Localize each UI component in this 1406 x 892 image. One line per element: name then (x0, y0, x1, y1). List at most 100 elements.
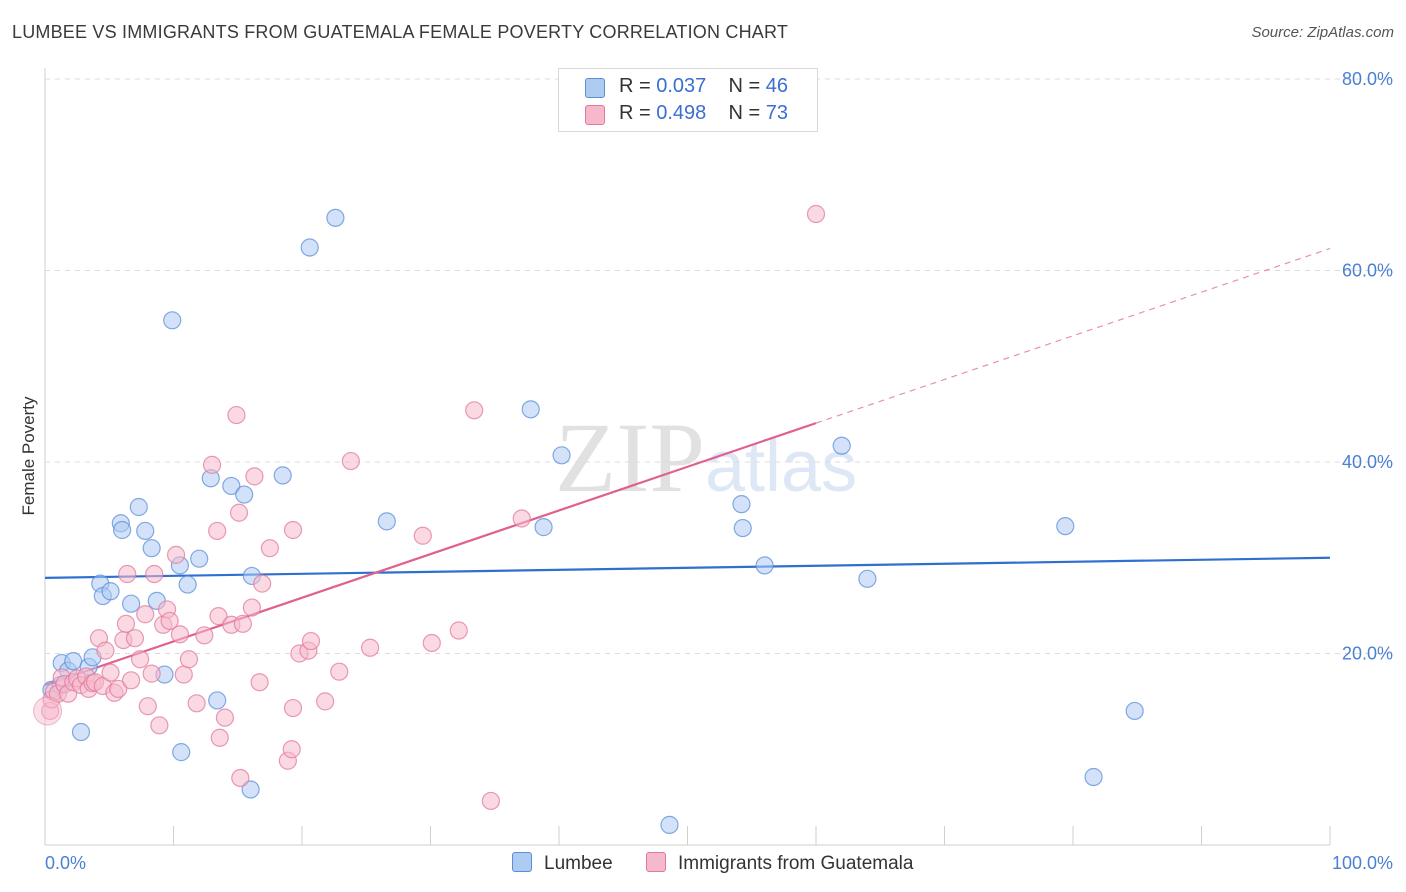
guatemala-point (481, 791, 500, 811)
bottom-legend-guatemala-label: Immigrants from Guatemala (678, 853, 914, 874)
guatemala-point (422, 633, 441, 653)
guatemala-point (413, 526, 432, 545)
legend-r-value: 0.037 (656, 75, 707, 97)
guatemala-point (174, 665, 193, 684)
guatemala-point (449, 621, 468, 640)
lumbee-point (222, 476, 241, 496)
guatemala-point (250, 673, 269, 692)
lumbee-point (172, 743, 191, 762)
lumbee-point (733, 518, 752, 538)
y-tick-label: 20.0% (1342, 644, 1393, 664)
lumbee-point (326, 208, 345, 227)
guatemala-point (118, 564, 137, 584)
guatemala-point (283, 520, 303, 540)
y-tick-label: 40.0% (1342, 452, 1393, 472)
guatemala-point (209, 607, 228, 626)
lumbee-point (1125, 701, 1144, 721)
lumbee-trend-line (44, 556, 1331, 579)
y-tick-label: 80.0% (1342, 69, 1393, 89)
guatemala-point (229, 503, 249, 522)
y-tick-label: 60.0% (1342, 261, 1393, 281)
guatemala-point (166, 545, 186, 564)
lumbee-point (300, 238, 319, 257)
watermark-zip: ZIP (555, 402, 705, 513)
lumbee-point (241, 780, 260, 799)
guatemala-point (130, 650, 150, 669)
lumbee-point (858, 569, 877, 588)
guatemala-point (136, 605, 155, 624)
legend-r-label: R = (619, 75, 657, 97)
guatemala-point (208, 521, 227, 541)
chart-title: LUMBEE VS IMMIGRANTS FROM GUATEMALA FEMA… (12, 22, 789, 42)
guatemala-point (260, 539, 279, 558)
guatemala-point (341, 451, 360, 471)
legend-r-label: R = (619, 102, 657, 124)
guatemala-point (179, 650, 199, 669)
lumbee-swatch (512, 852, 532, 872)
data-points (33, 204, 1144, 834)
lumbee-point (755, 556, 774, 575)
guatemala-point (215, 708, 234, 727)
lumbee-point (178, 575, 197, 594)
guatemala-point (253, 574, 272, 593)
guatemala-point (465, 401, 484, 420)
lumbee-point (377, 512, 396, 531)
lumbee-point (832, 436, 851, 455)
lumbee-point (552, 446, 571, 465)
guatemala-point (283, 698, 303, 718)
guatemala-point (33, 696, 63, 726)
lumbee-point (208, 691, 227, 710)
guatemala-point (233, 614, 252, 633)
y-axis-label: Female Poverty (19, 396, 38, 516)
legend-n-label: N = (728, 102, 766, 124)
x-tick-label: 100.0% (1332, 853, 1393, 873)
bottom-legend-guatemala: Immigrants from Guatemala (646, 852, 913, 875)
guatemala-point (301, 631, 321, 651)
guatemala-point (142, 664, 161, 683)
guatemala-point (101, 663, 120, 682)
guatemala-point (170, 625, 190, 644)
legend-n-value: 46 (765, 75, 789, 97)
lumbee-point (273, 466, 292, 485)
lumbee-point (129, 497, 148, 517)
x-tick-label: 0.0% (45, 853, 86, 873)
watermark-atlas: atlas (705, 427, 858, 507)
lumbee-point (101, 582, 120, 601)
bottom-legend-lumbee-label: Lumbee (544, 853, 613, 874)
guatemala-point (150, 716, 169, 735)
lumbee-point (71, 722, 91, 742)
guatemala-point (806, 204, 826, 224)
guatemala-point (316, 692, 335, 711)
lumbee-point (163, 311, 182, 330)
guatemala-point (282, 740, 301, 759)
lumbee-point (142, 539, 161, 558)
lumbee-point (190, 549, 209, 568)
correlation-legend: R = 0.037 N = 46 R = 0.498 N = 73 (558, 68, 818, 132)
lumbee-point (660, 815, 679, 834)
guatemala-point (245, 467, 264, 486)
tick-labels: 20.0% 40.0% 60.0% 80.0% 0.0% 100.0% (45, 69, 1393, 873)
guatemala-point (145, 564, 164, 584)
guatemala-point (96, 641, 115, 660)
guatemala-point (210, 728, 229, 747)
guatemala-trend-line (44, 422, 817, 687)
lumbee-point (1056, 517, 1075, 536)
bottom-legend-lumbee: Lumbee (512, 852, 613, 875)
guatemala-point (242, 598, 261, 617)
lumbee-point (64, 652, 83, 671)
guatemala-point (121, 671, 141, 690)
guatemala-point (512, 509, 531, 528)
guatemala-point (231, 768, 250, 788)
legend-n-label: N = (728, 75, 766, 97)
lumbee-swatch (585, 78, 605, 98)
source-label: Source: ZipAtlas.com (1251, 24, 1394, 41)
axes (44, 68, 1331, 846)
watermark: ZIPatlas (555, 400, 857, 515)
guatemala-point (160, 611, 179, 631)
guatemala-point (330, 662, 349, 681)
guatemala-point (227, 405, 246, 425)
guatemala-point (125, 629, 145, 648)
guatemala-point (138, 697, 157, 716)
lumbee-point (235, 485, 254, 504)
